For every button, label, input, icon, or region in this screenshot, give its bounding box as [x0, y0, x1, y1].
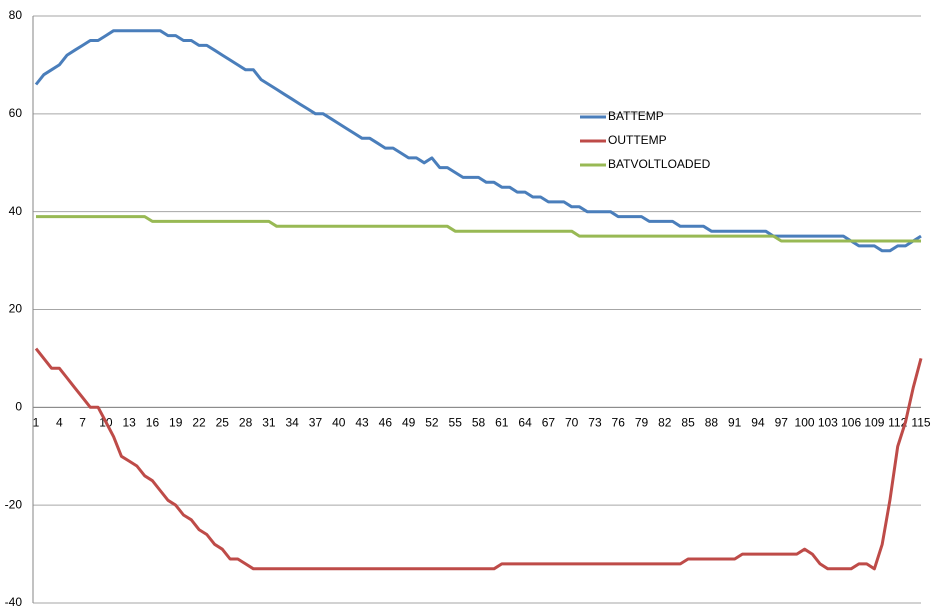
x-tick-label: 64	[518, 416, 532, 430]
series-line	[34, 29, 922, 253]
x-tick-label: 22	[192, 416, 206, 430]
y-tick-label: 80	[9, 8, 23, 22]
x-tick-label: 31	[262, 416, 276, 430]
x-tick-label: 19	[169, 416, 183, 430]
x-tick-label: 43	[355, 416, 369, 430]
y-tick-label: 0	[15, 400, 22, 414]
x-tick-label: 88	[705, 416, 719, 430]
x-tick-label: 61	[495, 416, 509, 430]
x-tick-label: 25	[216, 416, 230, 430]
legend-label: BATVOLTLOADED	[608, 157, 711, 171]
x-tick-label: 106	[841, 416, 861, 430]
x-tick-label: 37	[309, 416, 323, 430]
x-tick-label: 67	[542, 416, 556, 430]
x-tick-label: 76	[612, 416, 626, 430]
x-tick-label: 103	[818, 416, 838, 430]
x-tick-label: 34	[286, 416, 300, 430]
x-tick-label: 4	[56, 416, 63, 430]
x-tick-label: 109	[864, 416, 884, 430]
x-tick-label: 40	[332, 416, 346, 430]
y-tick-label: 20	[9, 302, 23, 316]
y-tick-label: -20	[5, 497, 23, 511]
x-tick-label: 16	[146, 416, 160, 430]
series-line	[34, 347, 923, 571]
x-tick-label: 46	[379, 416, 393, 430]
x-tick-label: 1	[33, 416, 40, 430]
x-tick-label: 94	[751, 416, 765, 430]
x-tick-label: 7	[79, 416, 86, 430]
x-tick-label: 55	[449, 416, 463, 430]
x-tick-label: 28	[239, 416, 253, 430]
x-tick-label: 97	[775, 416, 789, 430]
legend-label: BATTEMP	[608, 109, 664, 123]
legend-label: OUTTEMP	[608, 133, 667, 147]
y-tick-label: -40	[5, 595, 23, 609]
x-tick-label: 49	[402, 416, 416, 430]
x-tick-label: 70	[565, 416, 579, 430]
x-tick-label: 13	[122, 416, 136, 430]
x-tick-label: 73	[588, 416, 602, 430]
x-tick-label: 85	[681, 416, 695, 430]
y-tick-label: 40	[9, 204, 23, 218]
x-tick-label: 79	[635, 416, 649, 430]
x-tick-label: 52	[425, 416, 439, 430]
series-line	[36, 215, 921, 243]
x-tick-label: 115	[911, 416, 930, 430]
x-tick-label: 82	[658, 416, 672, 430]
x-tick-label: 100	[795, 416, 815, 430]
x-tick-label: 58	[472, 416, 486, 430]
y-tick-label: 60	[9, 106, 23, 120]
x-tick-label: 91	[728, 416, 742, 430]
